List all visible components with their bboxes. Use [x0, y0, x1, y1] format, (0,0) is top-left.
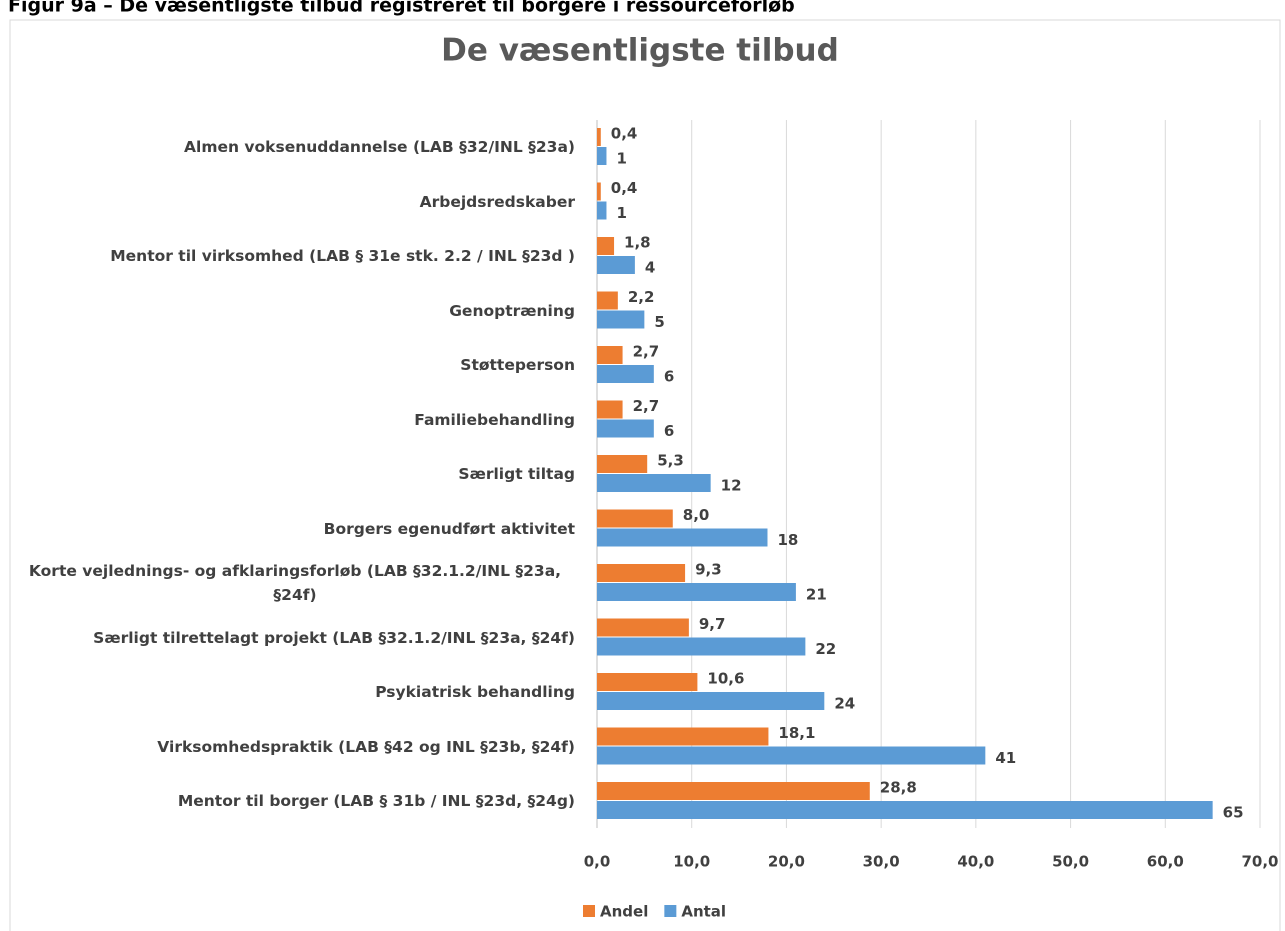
category-label: Arbejdsredskaber [419, 192, 575, 211]
category-label: Familiebehandling [414, 410, 575, 429]
category-label: Virksomhedspraktik (LAB §42 og INL §23b,… [157, 737, 575, 756]
bar [597, 291, 618, 310]
bar [597, 147, 607, 165]
data-label: 8,0 [683, 506, 710, 524]
bar [597, 673, 698, 691]
data-label: 0,4 [611, 179, 638, 197]
data-label: 12 [721, 477, 742, 495]
category-label: Mentor til virksomhed (LAB § 31e stk. 2.… [110, 247, 575, 265]
data-label: 2,7 [633, 397, 660, 415]
x-tick-label: 50,0 [1052, 853, 1089, 871]
category-label: Genoptræning [449, 301, 575, 320]
chart-title: De væsentligste tilbud [441, 33, 839, 69]
bar [597, 727, 769, 746]
category-label: Særligt tiltag [458, 465, 575, 483]
category-label: Almen voksenuddannelse (LAB §32/INL §23a… [184, 138, 575, 156]
data-label: 2,2 [628, 288, 655, 306]
data-label: 6 [664, 368, 674, 386]
x-tick-label: 40,0 [957, 853, 994, 871]
data-label: 28,8 [880, 779, 917, 797]
data-label: 18,1 [778, 724, 815, 742]
bar [597, 128, 601, 146]
bar [597, 528, 768, 547]
bar [597, 692, 825, 710]
bar [597, 583, 796, 601]
bar [597, 419, 654, 438]
x-tick-label: 70,0 [1241, 853, 1278, 871]
category-label: Mentor til borger (LAB § 31b / INL §23d,… [177, 792, 575, 810]
data-label: 0,4 [611, 125, 638, 143]
bar [597, 746, 986, 765]
bar [597, 256, 635, 274]
bar [597, 801, 1213, 819]
data-label: 24 [834, 695, 855, 713]
bar [597, 346, 623, 364]
bar [597, 455, 648, 473]
data-label: 5 [654, 313, 664, 331]
category-label: Borgers egenudført aktivitet [323, 519, 575, 538]
data-label: 9,3 [695, 561, 722, 579]
data-label: 6 [664, 422, 674, 440]
data-label: 18 [777, 531, 798, 549]
data-label: 65 [1223, 804, 1244, 822]
legend-swatch [583, 905, 595, 917]
legend-swatch [664, 905, 677, 917]
x-tick-label: 10,0 [673, 853, 710, 871]
x-tick-label: 60,0 [1147, 853, 1184, 871]
x-tick-label: 30,0 [863, 853, 900, 871]
data-label: 1 [616, 150, 626, 168]
bar [597, 637, 806, 656]
data-label: 9,7 [699, 615, 726, 633]
data-label: 1 [616, 204, 626, 222]
bar [597, 509, 673, 528]
data-label: 4 [645, 259, 655, 277]
data-label: 2,7 [633, 343, 660, 361]
bar [597, 782, 870, 800]
bar [597, 474, 711, 492]
figure-heading: Figur 9a – De væsentligste tilbud regist… [8, 0, 795, 17]
data-label: 10,6 [707, 670, 744, 688]
category-label: Psykiatrisk behandling [375, 683, 575, 701]
data-label: 1,8 [624, 234, 651, 252]
bar [597, 618, 689, 637]
data-label: 21 [806, 586, 827, 604]
category-label: Støtteperson [460, 356, 575, 374]
bar [597, 564, 686, 582]
data-label: 22 [815, 640, 836, 658]
x-tick-label: 20,0 [768, 853, 805, 871]
bar [597, 310, 645, 329]
legend-label: Antal [681, 903, 726, 921]
category-label: Særligt tilrettelagt projekt (LAB §32.1.… [93, 628, 575, 647]
data-label: 5,3 [657, 452, 684, 470]
bar [597, 201, 607, 220]
category-label: Korte vejlednings- og afklaringsforløb (… [28, 562, 562, 604]
x-tick-label: 0,0 [584, 853, 611, 871]
data-label: 41 [995, 749, 1016, 767]
legend-label: Andel [600, 903, 648, 921]
bar [597, 182, 601, 201]
bar [597, 365, 654, 383]
bar [597, 400, 623, 419]
bar [597, 237, 615, 255]
